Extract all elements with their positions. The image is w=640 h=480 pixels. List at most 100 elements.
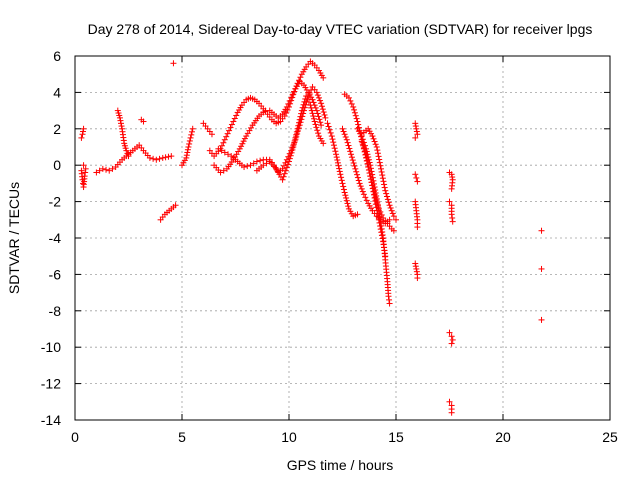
data-point xyxy=(309,96,316,103)
data-point xyxy=(311,118,318,125)
data-point xyxy=(361,148,368,155)
data-point xyxy=(348,154,355,161)
data-point xyxy=(80,162,87,169)
data-point xyxy=(375,213,382,220)
data-point xyxy=(414,178,421,185)
data-point xyxy=(379,235,386,242)
data-point xyxy=(377,223,384,230)
data-point xyxy=(357,183,364,190)
data-point xyxy=(80,125,87,132)
data-point xyxy=(414,275,421,282)
data-point xyxy=(162,154,169,161)
x-tick-label: 15 xyxy=(388,429,404,445)
data-point xyxy=(334,159,341,166)
data-point xyxy=(367,176,374,183)
data-point xyxy=(375,153,382,160)
data-point xyxy=(370,191,377,198)
y-tick-label: -12 xyxy=(41,376,61,392)
data-point xyxy=(298,110,305,117)
data-point xyxy=(231,115,238,122)
data-point xyxy=(354,174,361,181)
y-tick-label: -2 xyxy=(49,194,62,210)
data-point xyxy=(330,139,337,146)
data-point xyxy=(170,60,177,67)
data-point xyxy=(446,198,453,205)
data-point xyxy=(285,100,292,107)
data-point xyxy=(350,160,357,167)
data-point xyxy=(449,218,456,225)
data-point xyxy=(247,162,254,169)
data-point xyxy=(360,144,367,151)
data-point xyxy=(348,100,355,107)
data-point xyxy=(314,110,321,117)
data-point xyxy=(372,141,379,148)
data-point xyxy=(449,174,456,181)
data-point xyxy=(220,167,227,174)
data-point xyxy=(313,124,320,131)
data-point xyxy=(310,115,317,122)
data-point xyxy=(373,204,380,211)
y-tick-label: 0 xyxy=(53,157,61,173)
data-point xyxy=(297,74,304,81)
data-point xyxy=(448,409,455,416)
data-point xyxy=(224,130,231,137)
data-point xyxy=(449,214,456,221)
data-point xyxy=(448,211,455,218)
data-point xyxy=(413,128,420,135)
data-point xyxy=(377,162,384,169)
data-point xyxy=(238,143,245,150)
data-point xyxy=(313,89,320,96)
data-point xyxy=(347,97,354,104)
data-point xyxy=(412,263,419,270)
data-point xyxy=(390,213,397,220)
data-point xyxy=(109,165,116,172)
data-point xyxy=(288,94,295,101)
data-point xyxy=(320,74,327,81)
data-point xyxy=(374,210,381,217)
data-point xyxy=(413,268,420,275)
data-point xyxy=(338,177,345,184)
data-point xyxy=(314,92,321,99)
data-point xyxy=(82,169,89,176)
data-point xyxy=(331,145,338,152)
data-point xyxy=(172,202,179,209)
data-point xyxy=(123,147,130,154)
data-point xyxy=(343,197,350,204)
data-point xyxy=(328,133,335,140)
data-point xyxy=(360,191,367,198)
data-point xyxy=(370,135,377,142)
data-point xyxy=(377,226,384,233)
y-tick-label: 6 xyxy=(53,48,61,64)
data-point xyxy=(342,133,349,140)
grid-layer xyxy=(75,56,610,420)
data-point xyxy=(370,188,377,195)
data-point xyxy=(226,127,233,134)
data-point xyxy=(223,133,230,140)
data-point xyxy=(303,93,310,100)
data-point xyxy=(189,125,196,132)
data-point xyxy=(538,316,545,323)
data-point xyxy=(348,151,355,158)
data-point xyxy=(184,149,191,156)
data-point xyxy=(345,142,352,149)
data-point xyxy=(389,210,396,217)
data-point xyxy=(386,300,393,307)
data-point xyxy=(354,171,361,178)
data-point xyxy=(306,90,313,97)
y-tick-label: -6 xyxy=(49,266,62,282)
data-point xyxy=(93,169,100,176)
data-point xyxy=(335,162,342,169)
data-point xyxy=(382,253,389,260)
data-point xyxy=(381,184,388,191)
data-point xyxy=(78,134,85,141)
data-point xyxy=(286,158,292,165)
y-tick-label: 4 xyxy=(53,84,61,100)
data-point xyxy=(333,151,340,158)
data-point xyxy=(118,123,125,130)
data-point xyxy=(390,227,397,234)
data-point xyxy=(384,196,391,203)
data-point xyxy=(342,192,349,199)
data-point xyxy=(369,182,376,189)
data-point xyxy=(250,160,257,167)
